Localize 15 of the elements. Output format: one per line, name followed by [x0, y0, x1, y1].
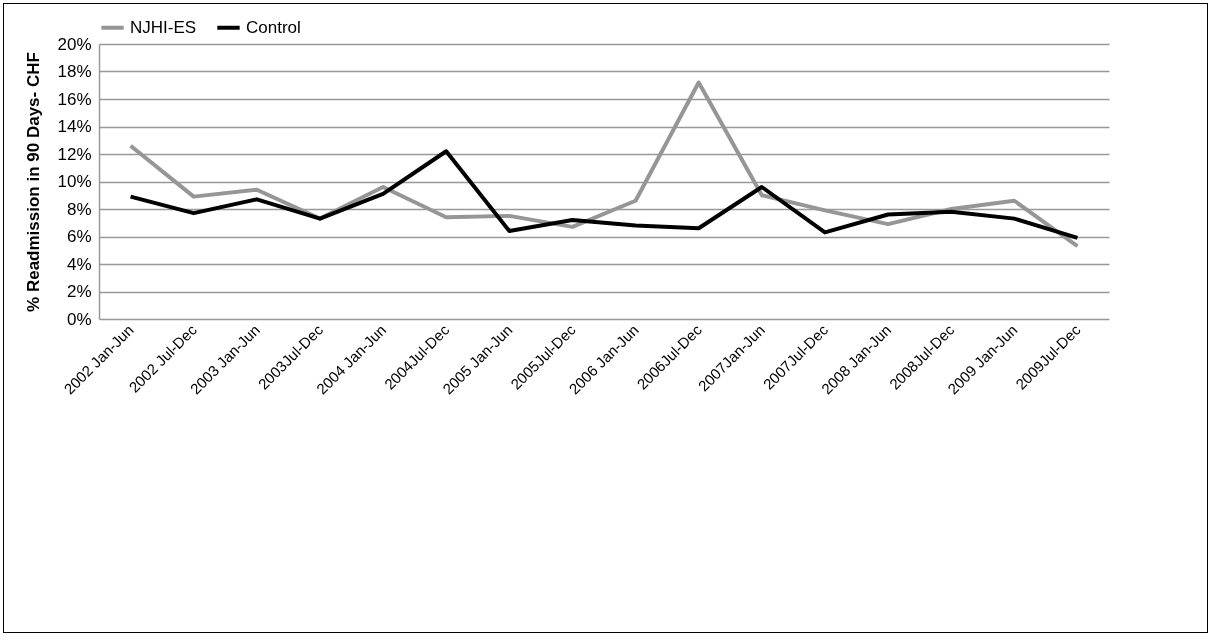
y-axis-title: % Readmission in 90 Days- CHF: [24, 52, 44, 312]
y-tick-label: 8%: [66, 199, 92, 219]
y-tick-label: 18%: [57, 62, 92, 81]
y-tick-label: 10%: [57, 172, 92, 191]
y-tick-label: 2%: [66, 282, 92, 301]
line-series: [128, 149, 1080, 240]
legend-label: Control: [246, 17, 301, 37]
y-tick-label: 12%: [57, 144, 92, 164]
legend-label: NJHI-ES: [130, 17, 197, 37]
y-tick-label: 4%: [66, 254, 92, 274]
y-tick-label: 0%: [66, 309, 92, 329]
y-tick-label: 14%: [57, 117, 92, 136]
y-tick-label: 16%: [57, 89, 92, 109]
y-tick-label: 20%: [57, 34, 92, 54]
y-tick-label: 6%: [66, 227, 92, 246]
